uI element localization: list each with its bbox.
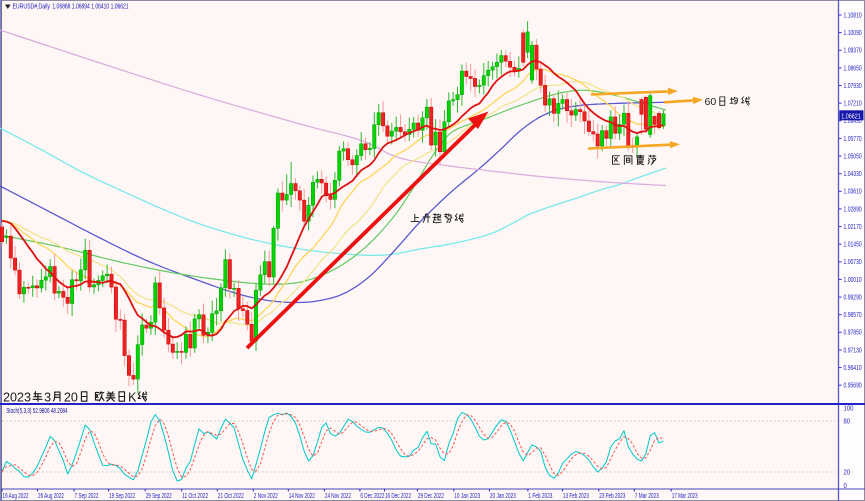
svg-text:7 Sep 2022: 7 Sep 2022 [75,493,99,500]
svg-text:60: 60 [705,96,717,108]
svg-text:80: 80 [844,418,851,425]
svg-text:23 Feb 2023: 23 Feb 2023 [599,493,625,500]
svg-text:7 Mar 2023: 7 Mar 2023 [635,493,659,500]
svg-text:1.09370: 1.09370 [844,48,862,55]
svg-text:K: K [128,390,137,404]
svg-text:14 Nov 2022: 14 Nov 2022 [289,493,315,500]
svg-text:1 Feb 2023: 1 Feb 2023 [528,493,552,500]
svg-text:1.07210: 1.07210 [844,101,862,108]
svg-text:0.97850: 0.97850 [844,330,862,337]
svg-text:3: 3 [44,390,51,404]
svg-text:1.04330: 1.04330 [844,171,862,178]
svg-text:20: 20 [844,469,851,476]
svg-text:1.00010: 1.00010 [844,277,862,284]
svg-text:0.99290: 0.99290 [844,295,862,302]
svg-text:29 Dec 2022: 29 Dec 2022 [418,493,444,500]
svg-text:100: 100 [844,406,854,413]
svg-text:26 Aug 2022: 26 Aug 2022 [38,493,64,500]
svg-text:1.05770: 1.05770 [844,136,862,143]
svg-text:1.07930: 1.07930 [844,83,862,90]
svg-text:21 Oct 2022: 21 Oct 2022 [218,493,244,500]
svg-text:29 Sep 2022: 29 Sep 2022 [146,493,172,500]
svg-text:17 Mar 2023: 17 Mar 2023 [672,493,698,500]
svg-text:0.97130: 0.97130 [844,347,862,354]
svg-text:1.06868 1.06894 1.06410 1.0662: 1.06868 1.06894 1.06410 1.06621 [52,4,128,11]
svg-text:16 Aug 2022: 16 Aug 2022 [3,493,29,500]
svg-text:24 Nov 2022: 24 Nov 2022 [325,493,351,500]
svg-text:1.01450: 1.01450 [844,242,862,249]
svg-text:11 Oct 2022: 11 Oct 2022 [182,493,208,500]
svg-text:20 Jan 2023: 20 Jan 2023 [490,493,516,500]
svg-text:1.08650: 1.08650 [844,65,862,72]
svg-text:6 Dec 2022: 6 Dec 2022 [360,493,384,500]
svg-text:16 Dec 2022: 16 Dec 2022 [385,493,411,500]
svg-text:1.05050: 1.05050 [844,153,862,160]
svg-text:13 Feb 2023: 13 Feb 2023 [563,493,589,500]
svg-text:1.06621: 1.06621 [841,113,861,120]
svg-text:Stoch(5,3,3) 52.9806 48.2084: Stoch(5,3,3) 52.9806 48.2084 [6,408,67,415]
svg-text:1.02890: 1.02890 [844,206,862,213]
svg-text:0.95690: 0.95690 [844,383,862,390]
svg-text:1.03610: 1.03610 [844,189,862,196]
svg-text:0.96410: 0.96410 [844,365,862,372]
svg-text:2023: 2023 [3,390,31,404]
svg-text:1.10810: 1.10810 [844,12,862,19]
svg-text:0.98570: 0.98570 [844,312,862,319]
svg-text:1.06490: 1.06490 [844,118,862,125]
svg-text:10 Jan 2023: 10 Jan 2023 [454,493,480,500]
svg-text:1.00730: 1.00730 [844,259,862,266]
svg-text:20: 20 [64,390,78,404]
svg-text:0: 0 [844,483,847,490]
svg-text:1.10090: 1.10090 [844,30,862,37]
svg-text:19 Sep 2022: 19 Sep 2022 [109,493,135,500]
svg-text:1.02170: 1.02170 [844,224,862,231]
svg-text:2 Nov 2022: 2 Nov 2022 [254,493,278,500]
svg-text:EURUSD#,Daily: EURUSD#,Daily [13,4,51,11]
